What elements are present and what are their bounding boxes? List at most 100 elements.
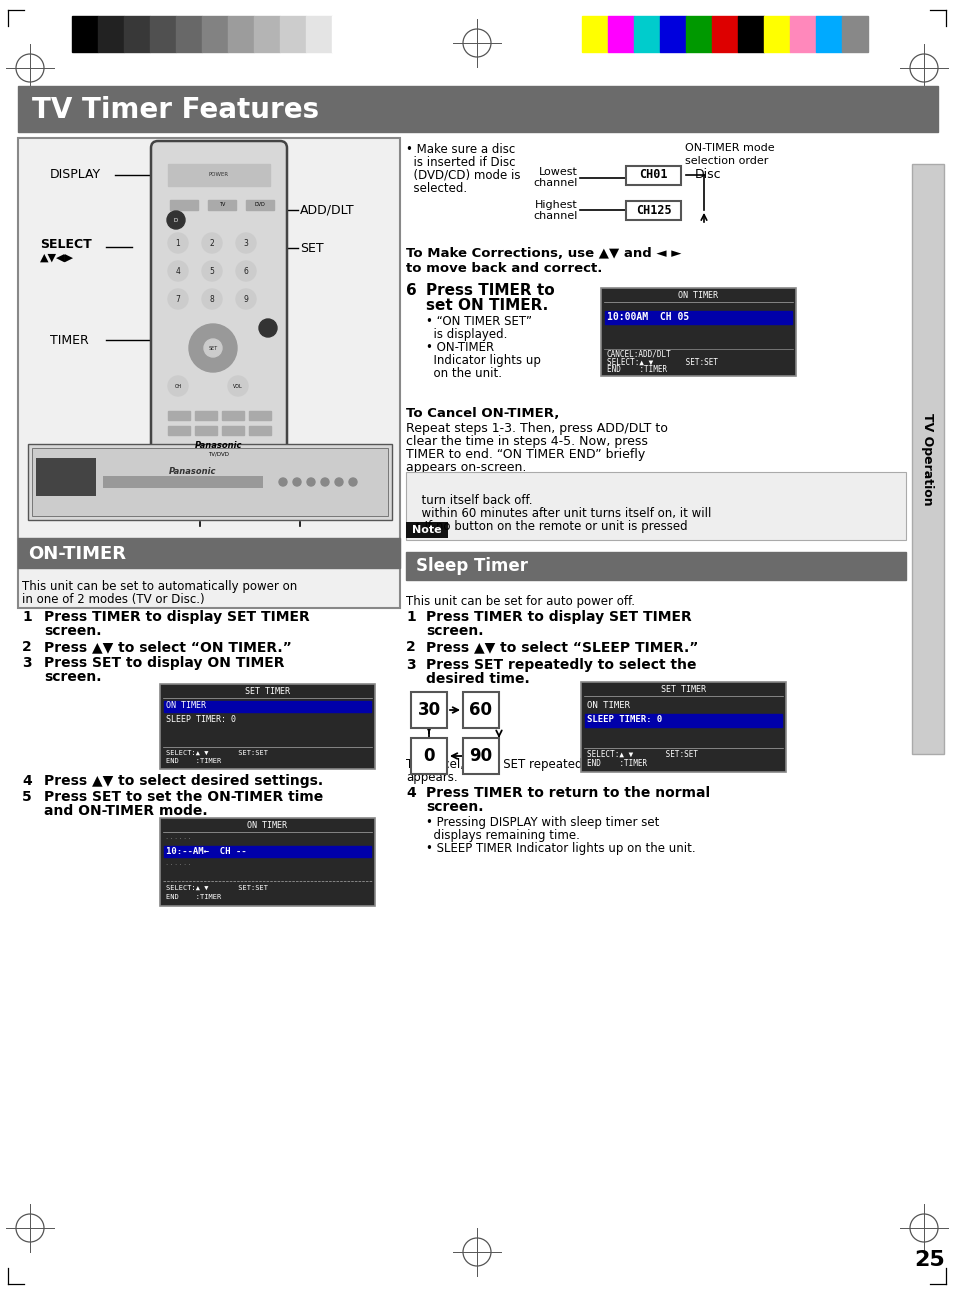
Text: within 60 minutes after unit turns itself on, it will: within 60 minutes after unit turns itsel… [414,507,711,520]
Circle shape [168,289,188,309]
Text: SET TIMER: SET TIMER [245,687,290,695]
Text: Highest: Highest [535,201,578,210]
Bar [604,311,791,324]
Text: To Cancel ON-TIMER,: To Cancel ON-TIMER, [406,408,558,421]
Circle shape [189,324,236,371]
Bar [600,289,795,377]
Text: 0: 0 [423,747,435,765]
Text: 10:--AM←  CH --: 10:--AM← CH -- [166,846,247,855]
Text: 7: 7 [175,295,180,304]
Bar [228,16,253,52]
Text: 10:00AM  CH 05: 10:00AM CH 05 [606,312,688,322]
Text: Panasonic: Panasonic [169,467,216,476]
Text: ON-TIMER
Indicator: ON-TIMER Indicator [157,543,212,567]
Text: This unit can be set to automatically power on: This unit can be set to automatically po… [22,580,297,593]
Text: Press TIMER to display SET TIMER: Press TIMER to display SET TIMER [426,609,691,624]
Bar [659,16,685,52]
Bar [18,138,399,608]
Text: clear the time in steps 4-5. Now, press: clear the time in steps 4-5. Now, press [406,435,647,448]
Bar [168,164,270,186]
Circle shape [202,289,222,309]
Circle shape [349,477,356,487]
Circle shape [167,211,185,229]
Text: 1: 1 [175,238,180,247]
Text: 1: 1 [406,609,416,624]
Text: 4: 4 [406,785,416,800]
Text: on the unit.: on the unit. [426,367,501,380]
Bar [634,16,659,52]
Bar [150,16,175,52]
Text: Press TIMER to display SET TIMER: Press TIMER to display SET TIMER [44,609,310,624]
Bar [625,166,680,185]
Text: and ON-TIMER mode.: and ON-TIMER mode. [44,804,208,818]
Bar [280,16,306,52]
Text: ON TIMER: ON TIMER [678,290,718,299]
Text: appears.: appears. [406,771,457,784]
Text: (DVD/CD) mode is: (DVD/CD) mode is [406,170,520,182]
Text: 3: 3 [406,659,416,672]
Text: SELECT:▲ ▼       SET:SET: SELECT:▲ ▼ SET:SET [166,751,268,756]
Circle shape [204,339,222,357]
Bar [246,201,274,210]
Text: END    :TIMER: END :TIMER [166,894,221,901]
Bar [253,16,280,52]
Text: SELECT:▲ ▼       SET:SET: SELECT:▲ ▼ SET:SET [606,357,718,366]
Text: ON TIMER: ON TIMER [166,701,206,710]
Bar [789,16,815,52]
Bar [28,444,392,520]
Text: . . . . . .: . . . . . . [166,861,191,866]
Text: • SLEEP TIMER Indicator lights up on the unit.: • SLEEP TIMER Indicator lights up on the… [426,842,695,855]
Bar [194,411,216,421]
Bar [168,426,190,435]
Text: • Pressing DISPLAY with sleep timer set: • Pressing DISPLAY with sleep timer set [426,817,659,829]
Text: Lowest: Lowest [538,167,578,177]
Text: SLEEP TIMER
Indicator: SLEEP TIMER Indicator [264,543,335,567]
Text: Sleep Timer: Sleep Timer [416,556,527,575]
Bar [763,16,789,52]
Bar [815,16,841,52]
Bar [208,201,235,210]
Bar [71,16,98,52]
FancyBboxPatch shape [151,141,287,465]
Text: Panasonic: Panasonic [195,441,242,450]
Bar [32,448,388,516]
Text: SLEEP TIMER: 0: SLEEP TIMER: 0 [586,716,661,725]
Text: TV/DVD: TV/DVD [209,452,230,457]
Text: is displayed.: is displayed. [426,327,507,342]
Bar [411,738,447,774]
Text: Repeat steps 1-3. Then, press ADD/DLT to: Repeat steps 1-3. Then, press ADD/DLT to [406,422,667,435]
Text: screen.: screen. [44,670,101,685]
Text: SET: SET [208,345,217,351]
Text: SLEEP TIMER: 0: SLEEP TIMER: 0 [166,714,235,723]
Text: TV: TV [218,202,225,207]
Bar [607,16,634,52]
Bar [124,16,150,52]
Text: ON-TIMER mode: ON-TIMER mode [684,144,774,153]
Bar [235,468,262,477]
Circle shape [335,477,343,487]
Bar [18,538,399,568]
Bar [194,426,216,435]
Bar [160,818,375,906]
Circle shape [202,233,222,254]
Circle shape [235,261,255,281]
Text: This unit can be set for auto power off.: This unit can be set for auto power off. [406,595,635,608]
Text: 3: 3 [243,238,248,247]
Text: screen.: screen. [426,624,483,638]
Text: 5: 5 [22,791,31,804]
Text: SET TIMER: SET TIMER [660,685,705,694]
Bar [332,16,357,52]
Circle shape [168,233,188,254]
Text: Press SET to display ON TIMER: Press SET to display ON TIMER [44,656,284,670]
Text: SELECT: SELECT [40,238,91,251]
Bar [406,553,905,580]
Circle shape [235,289,255,309]
Text: SET: SET [299,242,323,255]
Text: Press SET repeatedly to select the: Press SET repeatedly to select the [426,659,696,672]
Bar [36,458,96,496]
Bar [170,468,195,477]
Text: screen.: screen. [426,800,483,814]
Text: Press ▲▼ to select desired settings.: Press ▲▼ to select desired settings. [44,774,323,788]
Text: • Make sure a disc: • Make sure a disc [406,144,515,157]
Bar [175,16,202,52]
